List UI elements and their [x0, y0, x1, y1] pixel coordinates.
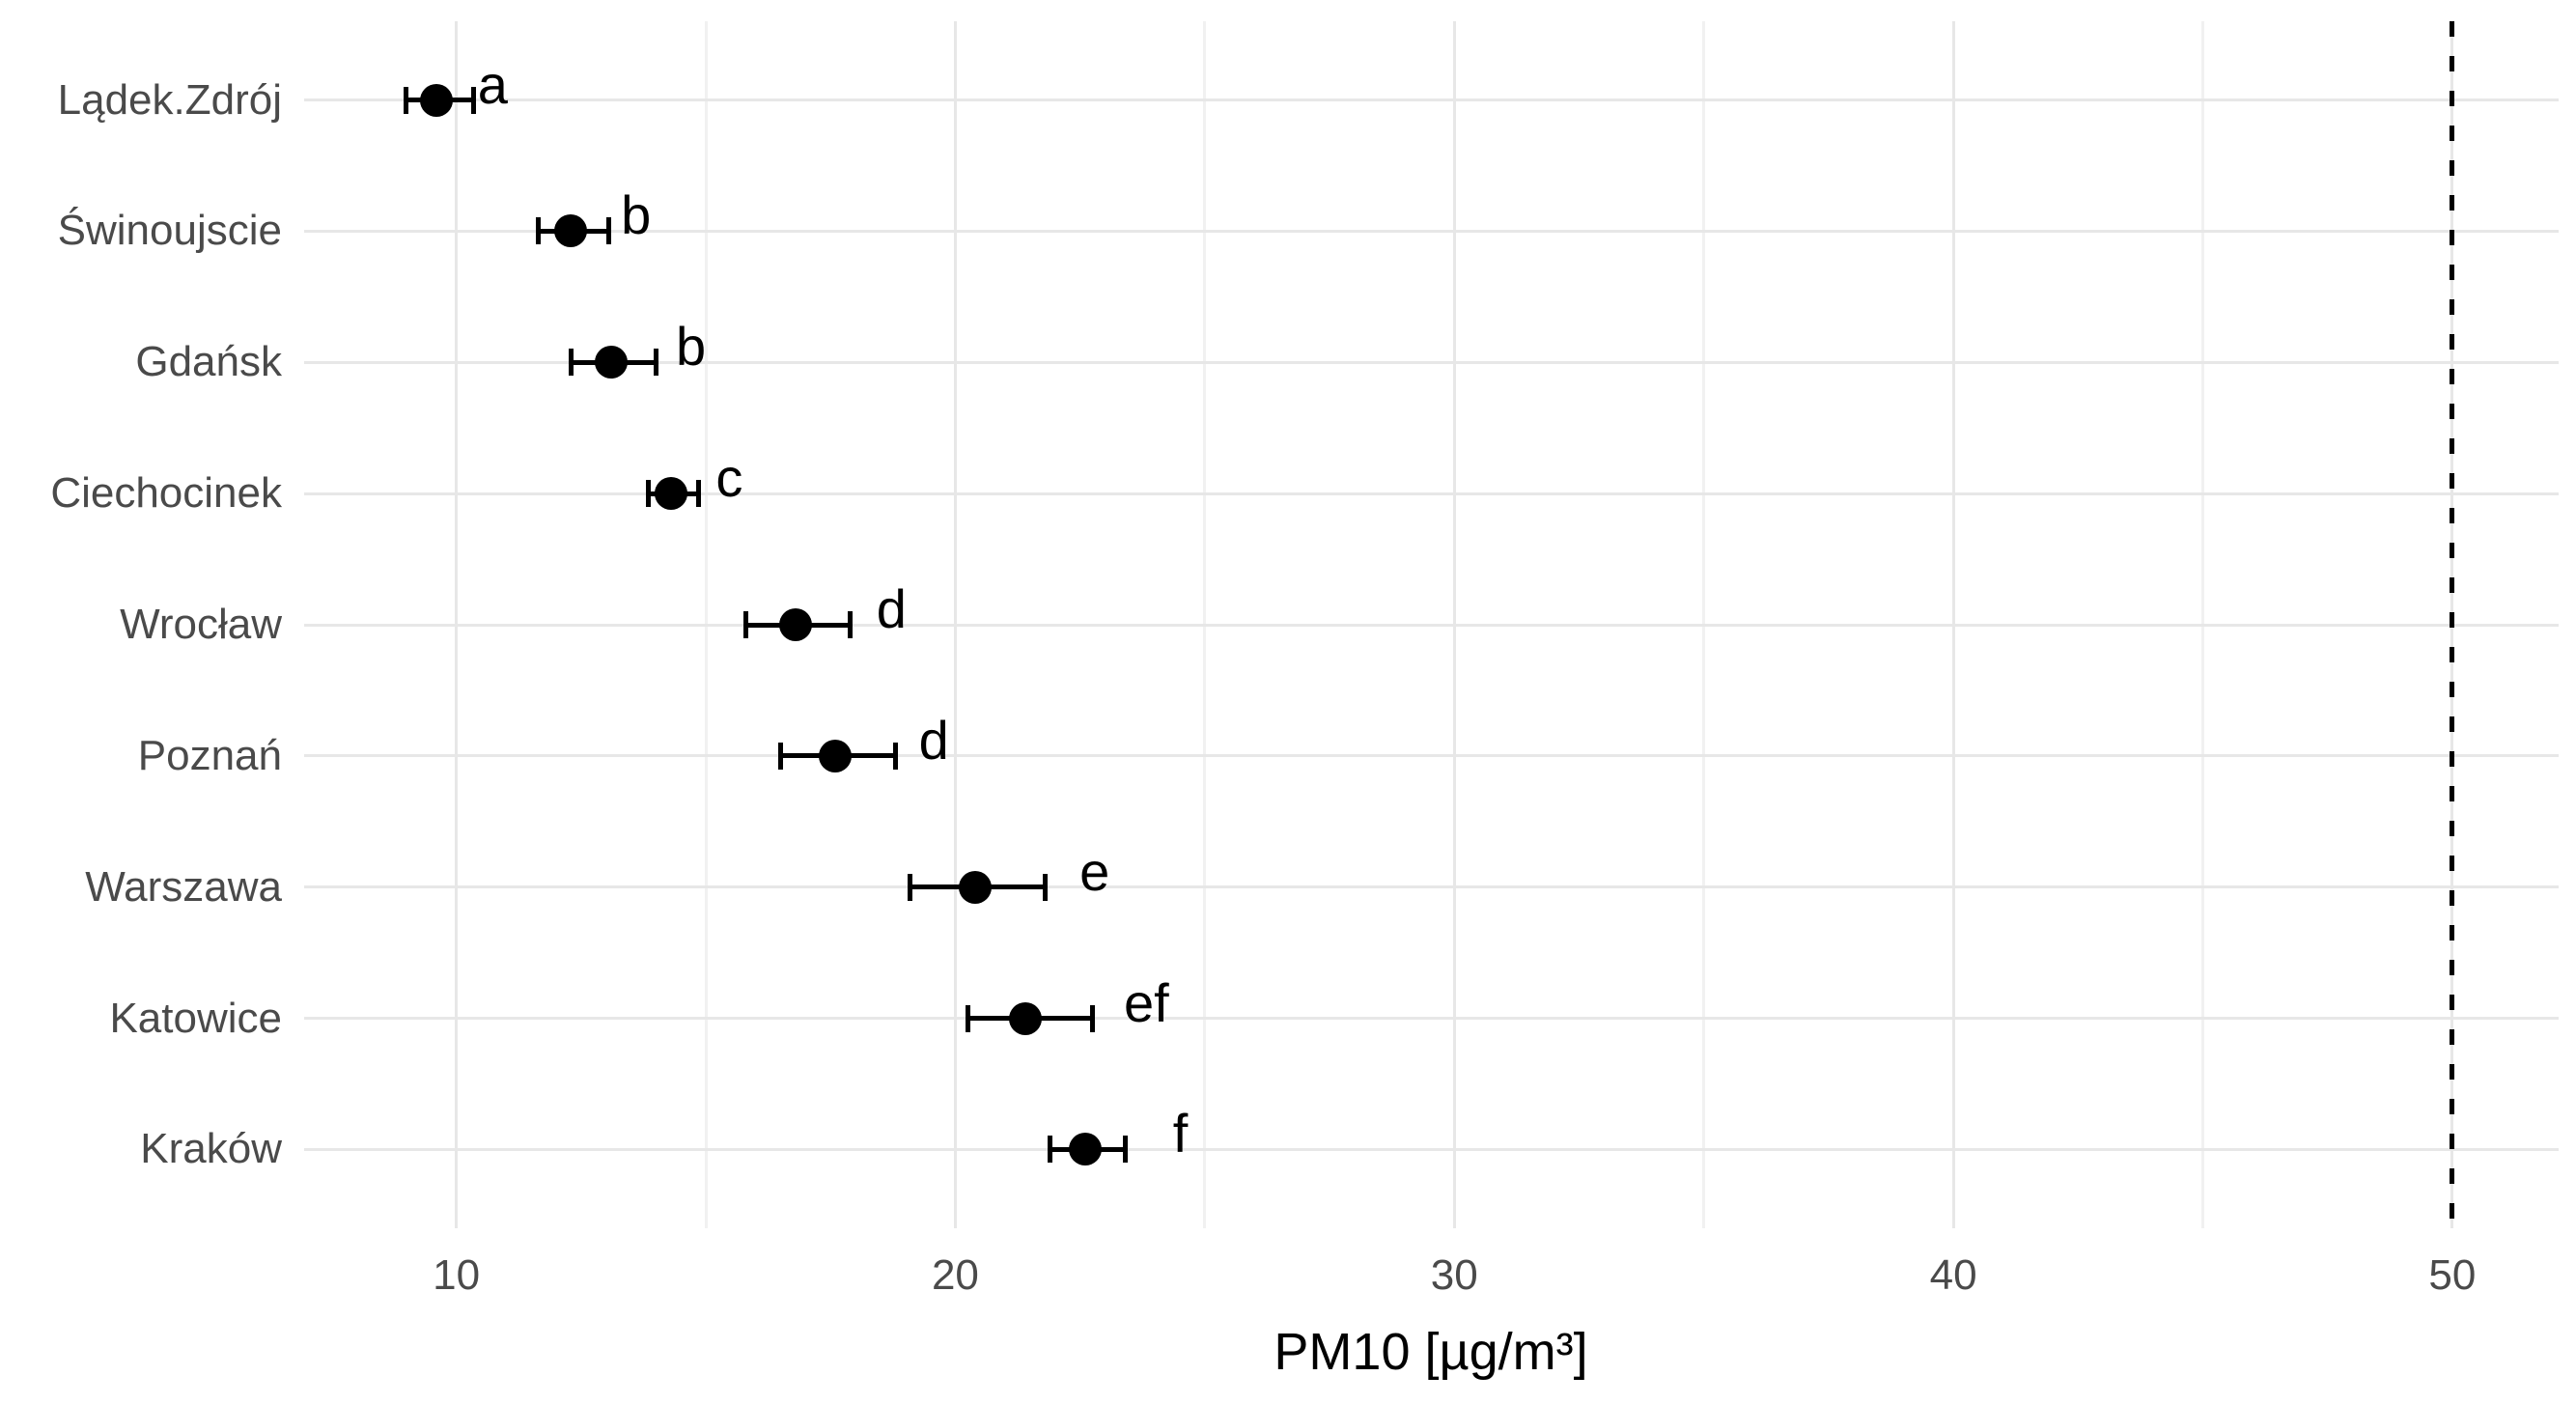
data-point	[959, 870, 993, 904]
row-gridline	[304, 754, 2559, 758]
row-gridline	[304, 1147, 2559, 1151]
x-axis-tick-label: 10	[433, 1251, 481, 1299]
errorbar-cap-lower	[1048, 1136, 1053, 1164]
y-axis-city-label: Kraków	[140, 1125, 282, 1173]
data-point	[419, 83, 453, 117]
data-point	[1008, 1001, 1042, 1035]
data-point	[819, 739, 853, 772]
y-axis-city-label: Świnoujscie	[57, 207, 282, 255]
errorbar-cap-upper	[848, 611, 854, 638]
row-gridline	[304, 491, 2559, 495]
significance-letter: c	[715, 447, 743, 509]
y-axis-city-label: Wrocław	[120, 601, 282, 648]
row-gridline	[304, 885, 2559, 889]
row-gridline	[304, 1017, 2559, 1021]
x-axis-tick-label: 40	[1929, 1251, 1977, 1299]
y-axis-city-label: Ciechocinek	[50, 469, 282, 518]
row-gridline	[304, 98, 2559, 102]
data-point	[1068, 1133, 1102, 1166]
errorbar-cap-lower	[568, 349, 574, 377]
errorbar-cap-upper	[653, 349, 658, 377]
significance-letter: d	[918, 709, 949, 771]
x-axis-tick-label: 30	[1430, 1251, 1478, 1299]
errorbar-cap-upper	[471, 86, 477, 114]
errorbar-cap-lower	[646, 480, 652, 508]
errorbar-cap-upper	[1042, 873, 1048, 901]
x-axis-tick-label: 20	[931, 1251, 979, 1299]
errorbar-cap-lower	[536, 217, 542, 245]
significance-letter: ef	[1124, 971, 1169, 1033]
errorbar-cap-lower	[742, 611, 748, 638]
errorbar-cap-upper	[1122, 1136, 1128, 1164]
row-gridline	[304, 360, 2559, 364]
x-axis-tick-label: 50	[2428, 1251, 2477, 1299]
significance-letter: b	[621, 184, 652, 246]
y-axis-city-label: Poznań	[137, 731, 282, 779]
y-axis-city-label: Warszawa	[85, 862, 282, 911]
data-point	[594, 346, 628, 379]
data-point	[554, 214, 588, 248]
x-axis-title: PM10 [µg/m³]	[1274, 1323, 1588, 1381]
reference-line-dashed	[2450, 21, 2455, 1228]
significance-letter: d	[876, 578, 907, 639]
y-axis-city-label: Gdańsk	[135, 338, 282, 386]
significance-letter: b	[675, 316, 707, 378]
y-axis-city-label: Lądek.Zdrój	[57, 75, 282, 124]
errorbar-cap-lower	[965, 1004, 970, 1032]
errorbar-cap-lower	[908, 873, 913, 901]
errorbar-cap-upper	[1090, 1004, 1096, 1032]
significance-letter: a	[477, 53, 508, 115]
errorbar-cap-upper	[695, 480, 701, 508]
y-axis-city-label: Katowice	[109, 994, 282, 1042]
row-gridline	[304, 229, 2559, 233]
data-point	[654, 477, 687, 511]
significance-letter: e	[1079, 840, 1110, 902]
errorbar-cap-upper	[605, 217, 611, 245]
errorbar-cap-upper	[892, 742, 898, 770]
errorbar-cap-lower	[778, 742, 784, 770]
significance-letter: f	[1172, 1103, 1189, 1165]
row-gridline	[304, 623, 2559, 627]
data-point	[779, 608, 813, 641]
errorbar-cap-lower	[404, 86, 409, 114]
